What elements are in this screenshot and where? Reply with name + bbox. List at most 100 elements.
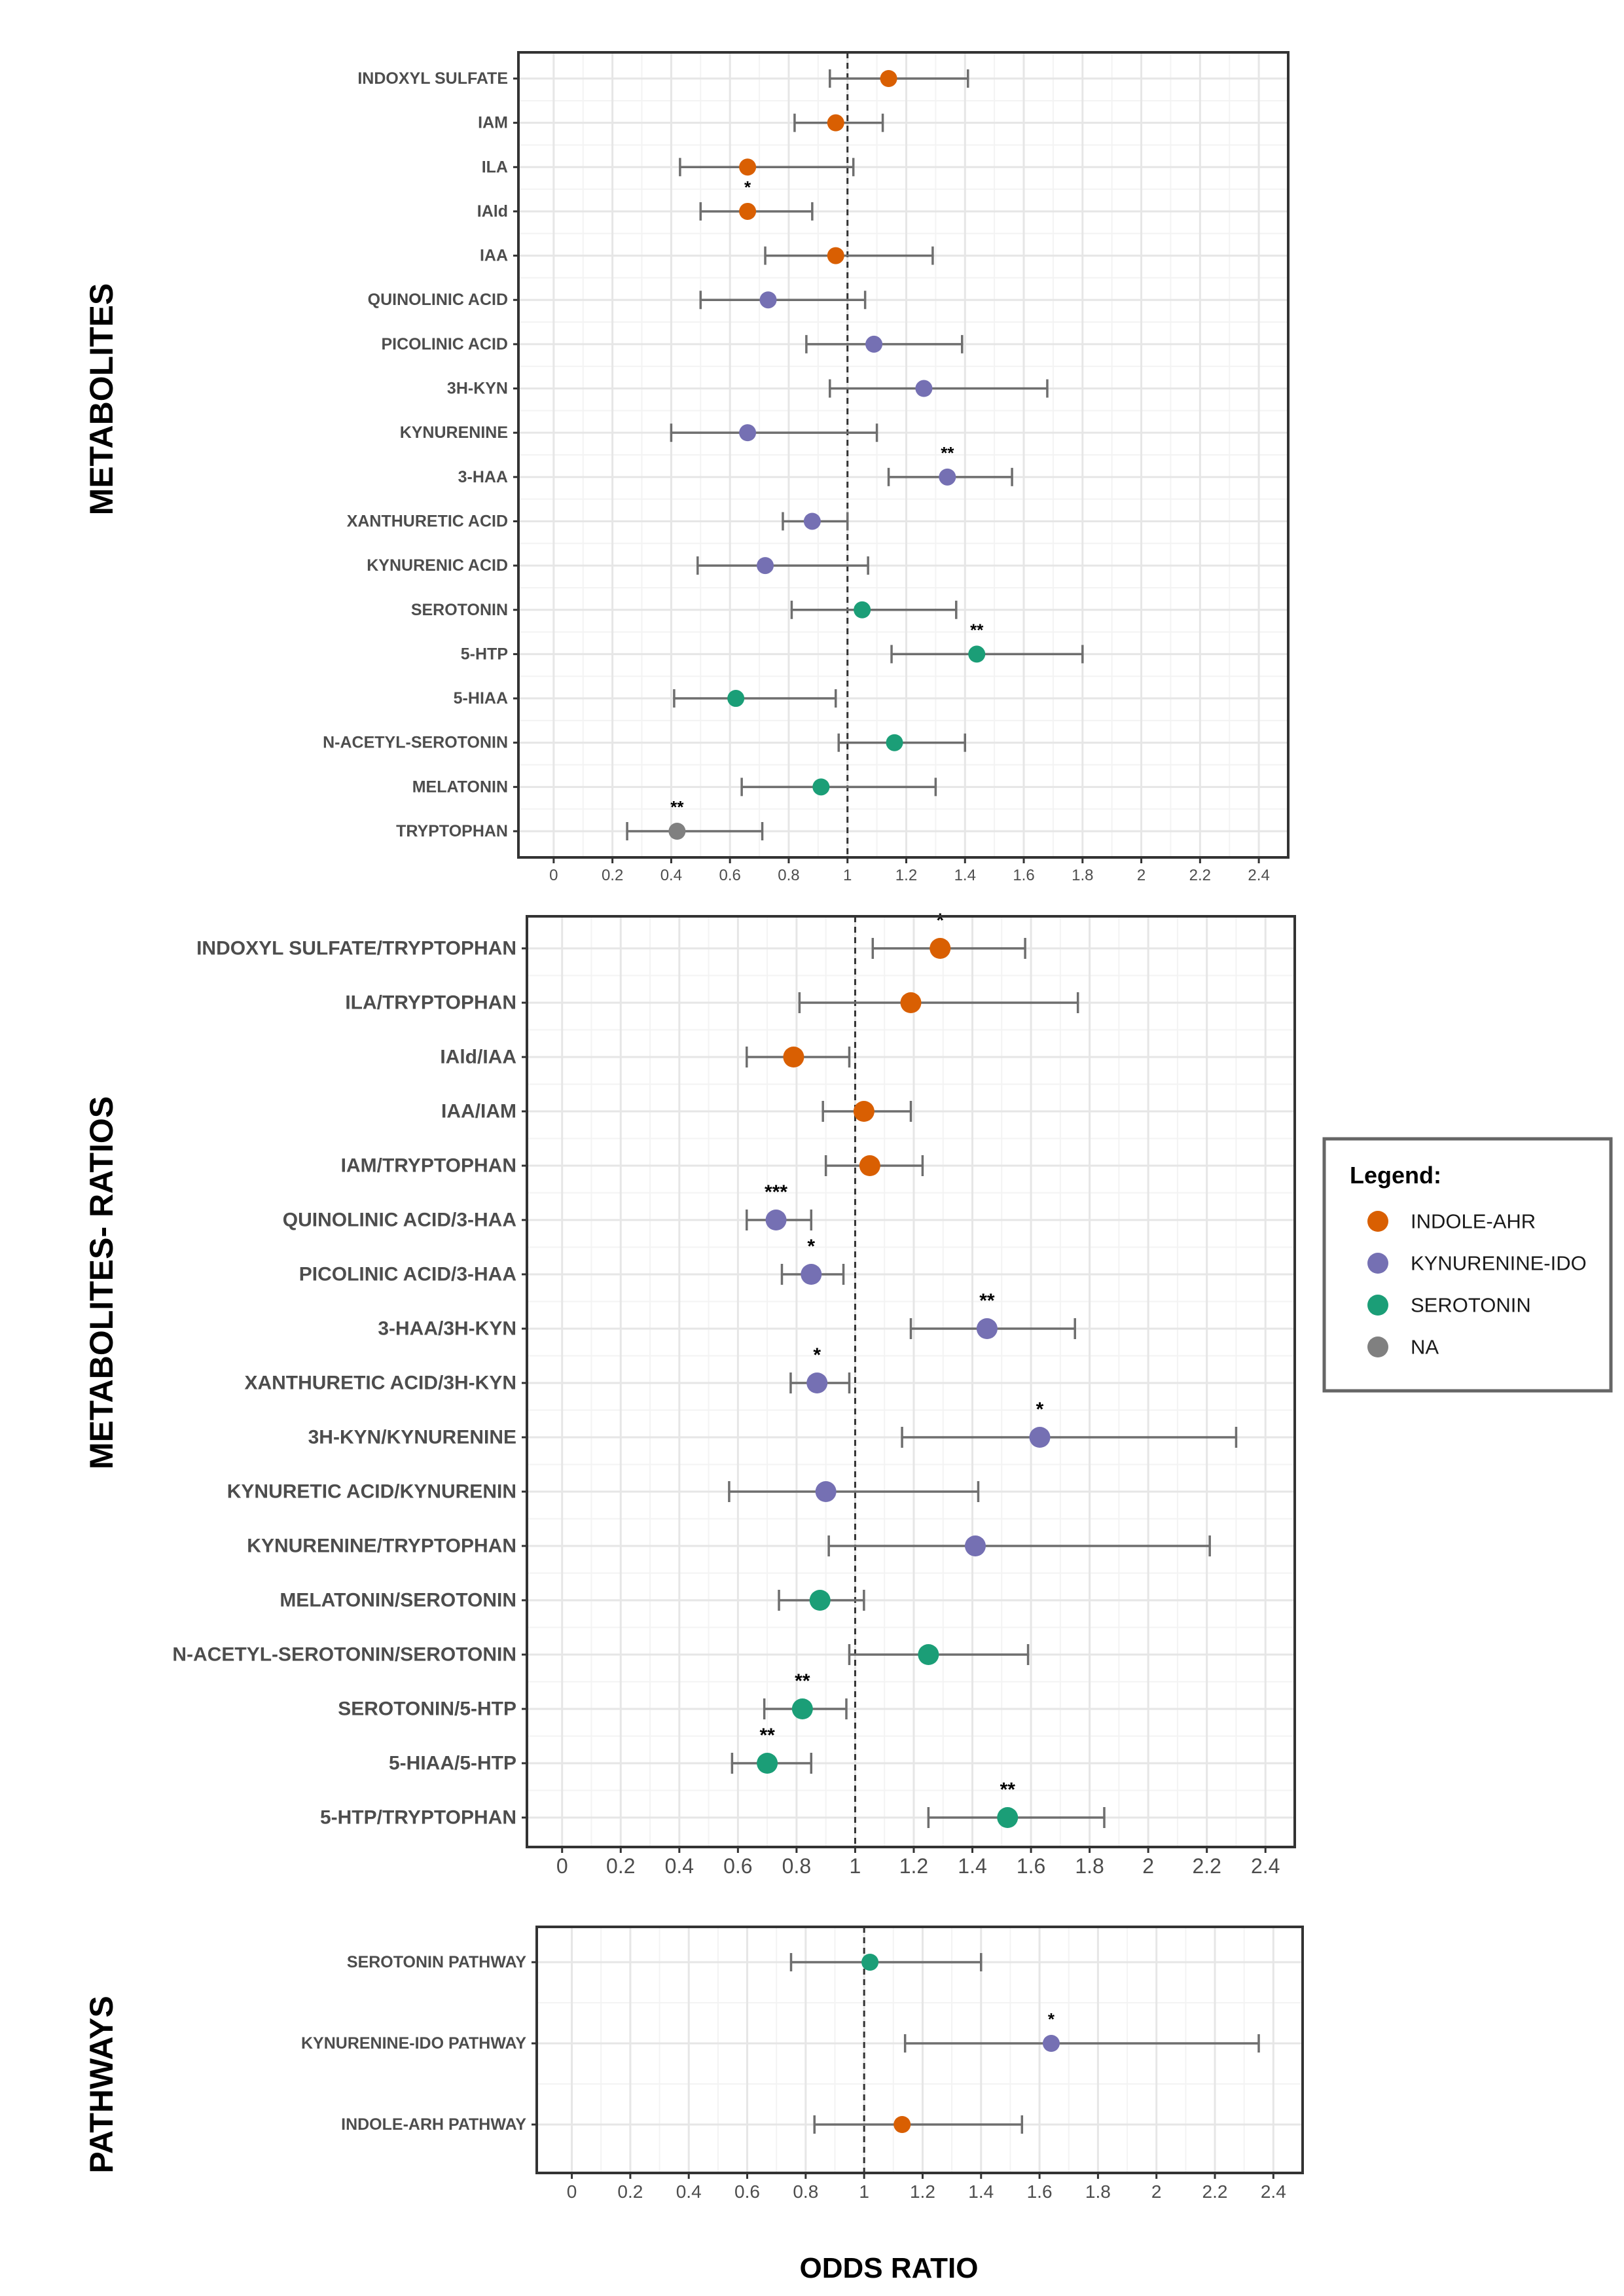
significance-marker: * [1048, 2009, 1055, 2029]
row-melatonin: MELATONIN [412, 778, 937, 797]
legend: Legend: INDOLE-AHR KYNURENINE-IDO SEROTONI… [1322, 1137, 1613, 1393]
panel-border [517, 51, 1290, 859]
row-iam: IAM [478, 113, 884, 132]
x-tick-label: 2.2 [1189, 867, 1211, 884]
panel-title: PATHWAYS [83, 1996, 120, 2173]
odds-ratio-point [976, 1318, 998, 1339]
row-indole-arh-pathway: INDOLE-ARH PATHWAY [341, 2115, 1024, 2134]
row-serotonin: SEROTONIN [411, 600, 958, 619]
row-iaa-iam: IAA/IAM [441, 1101, 912, 1122]
y-tick-label: KYNURENINE/TRYPTOPHAN [247, 1535, 516, 1557]
significance-marker: ** [941, 443, 954, 463]
x-tick-label: 0 [556, 1854, 568, 1878]
legend-label: INDOLE-AHR [1411, 1210, 1536, 1233]
x-tick-label: 1.8 [1085, 2181, 1111, 2202]
legend-swatch [1367, 1253, 1388, 1274]
significance-marker: ** [795, 1670, 810, 1692]
row-quinolinic-acid: QUINOLINIC ACID [368, 291, 867, 310]
x-tick-label: 1.6 [1027, 2181, 1053, 2202]
odds-ratio-point [900, 992, 922, 1013]
significance-marker: *** [765, 1181, 787, 1203]
row-serotonin-5-htp: SEROTONIN/5-HTP ** [338, 1670, 848, 1720]
x-tick-label: 1.4 [954, 867, 976, 884]
panels-layer: INDOXYL SULFATE IAM ILA IAld * IAA QUINOLINIC … [83, 51, 1304, 2202]
y-tick-label: ILA/TRYPTOPHAN [345, 992, 516, 1014]
x-tick-label: 1.2 [895, 867, 917, 884]
significance-marker: ** [670, 797, 684, 817]
row-serotonin-pathway: SEROTONIN PATHWAY [347, 1953, 983, 1971]
odds-ratio-point [968, 645, 986, 663]
y-tick-label: XANTHURETIC ACID [347, 512, 508, 530]
x-tick-label: 0.8 [782, 1854, 811, 1878]
legend-swatch [1367, 1211, 1388, 1232]
y-tick-label: SEROTONIN/5-HTP [338, 1698, 516, 1720]
significance-marker: ** [979, 1290, 995, 1312]
row-3h-kyn-kynurenine: 3H-KYN/KYNURENINE * [308, 1399, 1238, 1448]
row-melatonin-serotonin: MELATONIN/SEROTONIN [280, 1590, 865, 1611]
x-tick-label: 0.8 [778, 867, 799, 884]
odds-ratio-point [827, 247, 844, 264]
x-tick-label: 1 [859, 2181, 869, 2202]
odds-ratio-point [801, 1264, 822, 1285]
y-tick-label: KYNURENIC ACID [367, 556, 508, 575]
row-kynurenine-ido-pathway: KYNURENINE-IDO PATHWAY * [301, 2009, 1260, 2053]
row-xanthuretic-acid: XANTHURETIC ACID [347, 512, 849, 531]
x-tick-label: 0.2 [617, 2181, 643, 2202]
x-tick-label: 0.2 [602, 867, 623, 884]
odds-ratio-point [809, 1590, 831, 1611]
y-tick-label: 5-HTP/TRYPTOPHAN [320, 1807, 516, 1829]
x-tick-label: 1.2 [910, 2181, 935, 2202]
legend-item-indole-ahr: INDOLE-AHR [1367, 1210, 1536, 1233]
legend-label: NA [1411, 1336, 1439, 1359]
significance-marker: * [936, 910, 944, 931]
odds-ratio-point [812, 778, 830, 796]
odds-ratio-point [668, 823, 686, 840]
odds-ratio-point [759, 291, 777, 309]
row-kynurenine-tryptophan: KYNURENINE/TRYPTOPHAN [247, 1535, 1211, 1557]
panel-title: METABOLITES [83, 283, 120, 516]
row-5-hiaa-5-htp: 5-HIAA/5-HTP ** [389, 1725, 813, 1774]
x-tick-label: 1 [850, 1854, 861, 1878]
y-tick-label: MELATONIN [412, 778, 508, 796]
panel-title: METABOLITES- RATIOS [83, 1096, 120, 1469]
y-tick-label: INDOXYL SULFATE [357, 69, 508, 88]
row-ila-tryptophan: ILA/TRYPTOPHAN [345, 992, 1079, 1014]
row-iaa: IAA [480, 246, 934, 265]
odds-ratio-point [915, 380, 933, 397]
x-tick-label: 0.4 [660, 867, 682, 884]
odds-ratio-point [853, 1101, 875, 1122]
x-tick-label: 0 [567, 2181, 577, 2202]
odds-ratio-point [886, 734, 903, 751]
x-tick-label: 2 [1137, 867, 1146, 884]
odds-ratio-point [765, 1210, 787, 1230]
odds-ratio-point [865, 335, 883, 353]
y-tick-label: XANTHURETIC ACID/3H-KYN [244, 1372, 516, 1394]
row-kynurenic-acid: KYNURENIC ACID [367, 556, 869, 575]
row-kynuretic-acid-kynurenin: KYNURETIC ACID/KYNURENIN [227, 1481, 980, 1503]
significance-marker: * [744, 177, 751, 197]
x-tick-label: 0.4 [665, 1854, 694, 1878]
x-axis-title: ODDS RATIO [800, 2252, 979, 2284]
y-tick-label: N-ACETYL-SEROTONIN [323, 734, 508, 752]
y-tick-label: MELATONIN/SEROTONIN [280, 1590, 516, 1611]
legend-item-serotonin: SEROTONIN [1367, 1294, 1531, 1317]
x-tick-label: 0.6 [719, 867, 740, 884]
odds-ratio-point [739, 202, 757, 220]
y-tick-label: IAA [480, 247, 508, 265]
y-tick-label: KYNURETIC ACID/KYNURENIN [227, 1481, 516, 1503]
x-tick-label: 1.6 [1017, 1854, 1045, 1878]
row-iald-iaa: IAld/IAA [440, 1047, 851, 1068]
row-quinolinic-acid-3-haa: QUINOLINIC ACID/3-HAA *** [283, 1181, 813, 1231]
odds-ratio-point [815, 1481, 837, 1502]
x-tick-label: 0.6 [723, 1854, 752, 1878]
x-tick-label: 2 [1151, 2181, 1162, 2202]
odds-ratio-point [893, 2116, 911, 2133]
odds-ratio-point [803, 512, 821, 530]
x-tick-label: 0 [549, 867, 558, 884]
significance-marker: ** [970, 620, 984, 639]
x-tick-label: 2.4 [1248, 867, 1269, 884]
significance-marker: * [807, 1236, 815, 1257]
odds-ratio-point [929, 938, 951, 959]
row-5-htp: 5-HTP ** [461, 620, 1084, 664]
